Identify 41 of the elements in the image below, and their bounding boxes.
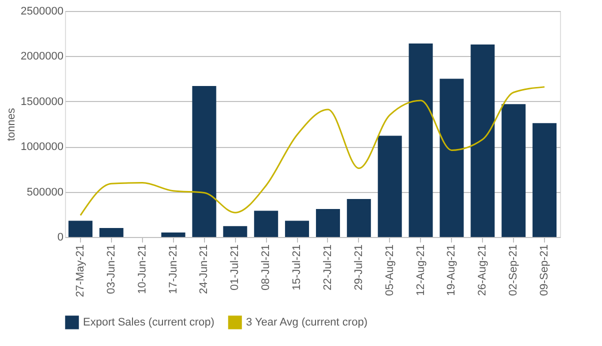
x-tick-label: 09-Sep-21 [538, 244, 551, 296]
x-tick-label: 19-Aug-21 [446, 244, 458, 296]
x-tick-label: 26-Aug-21 [476, 244, 489, 296]
bar [68, 220, 92, 237]
x-tick-label: 02-Sep-21 [508, 244, 520, 296]
x-tick-label: 03-Jun-21 [105, 244, 118, 294]
bar [316, 208, 340, 237]
x-tick-label: 24-Jun-21 [198, 244, 210, 294]
y-tick-label: 1500000 [20, 96, 64, 108]
bar [408, 44, 433, 237]
x-tick-label: 15-Jul-21 [291, 244, 304, 290]
bar [285, 220, 310, 237]
bar [99, 228, 124, 237]
y-tick-label: 2500000 [20, 6, 64, 18]
bar [532, 123, 557, 237]
x-tick-label: 22-Jul-21 [322, 244, 334, 290]
y-axis-title: tonnes [6, 107, 18, 142]
bar [192, 86, 216, 237]
bar [378, 136, 402, 237]
x-tick-label: 17-Jun-21 [167, 244, 180, 294]
y-tick-label: 500000 [26, 186, 64, 198]
x-tick-label: 05-Aug-21 [384, 244, 396, 296]
y-tick-label: 0 [57, 232, 64, 244]
bar [161, 232, 186, 237]
x-tick-label: 08-Jul-21 [260, 244, 272, 290]
bar [346, 199, 371, 237]
x-tick-label: 29-Jul-21 [352, 244, 365, 290]
x-tick-label: 12-Aug-21 [414, 244, 427, 296]
x-tick-label: 01-Jul-21 [229, 244, 242, 290]
x-tick-label: 10-Jun-21 [136, 244, 148, 294]
x-tick-label: 27-May-21 [74, 244, 86, 298]
legend-label: Export Sales (current crop) [83, 316, 214, 328]
bar [502, 104, 526, 237]
bar [470, 44, 495, 237]
bar [254, 210, 278, 237]
line-series [80, 86, 546, 216]
y-tick-label: 1000000 [20, 141, 64, 154]
bar [223, 226, 248, 237]
legend-label: 3 Year Avg (current crop) [246, 316, 368, 328]
bar [440, 78, 464, 237]
y-tick-label: 2000000 [20, 50, 64, 63]
